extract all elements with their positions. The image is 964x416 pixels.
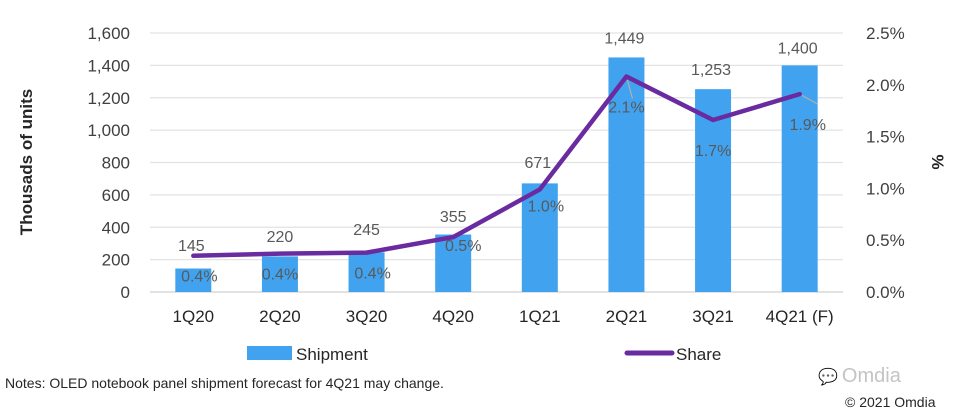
- shipment-data-label: 1,253: [691, 62, 731, 79]
- leader-line: [625, 76, 634, 99]
- shipment-bar: [781, 65, 818, 292]
- x-category-label: 2Q21: [606, 307, 648, 326]
- x-category-label: 1Q20: [173, 307, 215, 326]
- x-axis-categories: 1Q20 2Q20 3Q20 4Q20 1Q21 2Q21 3Q21 4Q21 (F): [173, 307, 834, 326]
- y-axis-left-ticks: 0 200 400 600 800 1,000 1,200 1,400 1,600: [87, 24, 130, 302]
- legend-shipment-label: Shipment: [296, 345, 368, 364]
- shipment-bar: [348, 252, 385, 292]
- share-line-group: [191, 74, 802, 258]
- y-axis-right-title: %: [928, 154, 947, 169]
- shipment-data-label: 220: [267, 229, 294, 246]
- y2-tick-label: 1.0%: [866, 179, 905, 198]
- y2-tick-label: 2.5%: [866, 24, 905, 43]
- share-data-label: 2.1%: [608, 100, 644, 117]
- shipment-data-label: 1,400: [778, 40, 818, 57]
- shipment-bar: [695, 89, 732, 292]
- leader-line: [799, 93, 818, 105]
- y2-tick-label: 1.5%: [866, 128, 905, 147]
- y-tick-label: 1,200: [87, 89, 130, 108]
- share-data-label: 0.5%: [445, 238, 481, 255]
- shipment-data-label: 671: [524, 155, 551, 172]
- watermark-text: Omdia: [841, 365, 901, 387]
- x-category-label: 3Q20: [346, 307, 388, 326]
- copyright: © 2021 Omdia: [845, 394, 936, 410]
- share-data-label: 1.9%: [789, 117, 825, 134]
- y-tick-label: 1,600: [87, 24, 130, 43]
- legend-shipment-swatch: [247, 346, 292, 360]
- share-data-label: 1.0%: [528, 198, 564, 215]
- x-category-label: 1Q21: [519, 307, 561, 326]
- shipment-bar: [435, 234, 472, 292]
- y-axis-left-title: Thousads of units: [17, 89, 36, 235]
- watermark: 💬 Omdia: [818, 365, 901, 388]
- shipment-data-label: 145: [178, 238, 205, 255]
- shipment-bar: [175, 268, 212, 292]
- y-tick-label: 200: [102, 251, 130, 270]
- y2-tick-label: 0.0%: [866, 283, 905, 302]
- leader-lines: [625, 76, 818, 105]
- shipment-bar: [608, 57, 645, 292]
- y-tick-label: 800: [102, 154, 130, 173]
- chat-bubble-icon: 💬: [818, 369, 838, 386]
- y-tick-label: 1,400: [87, 56, 130, 75]
- y-tick-label: 400: [102, 218, 130, 237]
- shipment-data-labels: 145 220 245 355 671 1,449 1,253 1,400: [178, 30, 818, 255]
- footnote: Notes: OLED notebook panel shipment fore…: [5, 375, 444, 391]
- legend: Shipment Share: [247, 345, 721, 364]
- y-tick-label: 0: [121, 283, 130, 302]
- shipment-bar: [521, 183, 558, 292]
- legend-share-label: Share: [676, 345, 721, 364]
- x-category-label: 4Q20: [432, 307, 474, 326]
- y-tick-label: 1,000: [87, 121, 130, 140]
- share-data-label: 1.7%: [695, 143, 731, 160]
- y-tick-label: 600: [102, 186, 130, 205]
- y2-tick-label: 2.0%: [866, 76, 905, 95]
- x-category-label: 4Q21 (F): [766, 307, 834, 326]
- share-data-label: 0.4%: [354, 266, 390, 283]
- shipment-data-label: 355: [440, 209, 467, 226]
- share-data-label: 0.4%: [181, 269, 217, 286]
- y2-tick-label: 0.5%: [866, 231, 905, 250]
- shipment-data-label: 1,449: [604, 30, 644, 47]
- shipment-data-label: 245: [353, 222, 380, 239]
- share-data-labels: 0.4% 0.4% 0.4% 0.5% 1.0% 2.1% 1.7% 1.9%: [181, 100, 826, 286]
- shipment-bar: [261, 256, 298, 292]
- shipment-bars: [175, 57, 818, 292]
- y-axis-right-ticks: 0.0% 0.5% 1.0% 1.5% 2.0% 2.5%: [866, 24, 905, 302]
- x-category-label: 2Q20: [259, 307, 301, 326]
- x-category-label: 3Q21: [692, 307, 734, 326]
- share-data-label: 0.4%: [262, 267, 298, 284]
- share-line: [191, 74, 802, 258]
